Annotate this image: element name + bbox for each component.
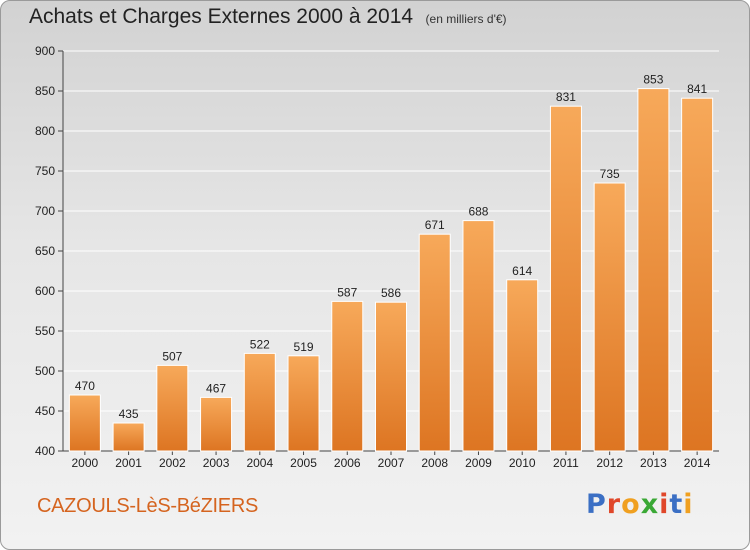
x-tick-label-2012: 2012: [596, 456, 623, 470]
data-label-2007: 586: [381, 286, 401, 300]
x-tick-label-2002: 2002: [159, 456, 186, 470]
data-label-2001: 435: [119, 407, 139, 421]
y-tick-label: 700: [35, 204, 55, 218]
y-tick-label: 650: [35, 244, 55, 258]
x-tick-label-2007: 2007: [378, 456, 405, 470]
bar-2002: [156, 364, 189, 452]
bar-2009: [462, 220, 495, 452]
x-tick-label-2000: 2000: [72, 456, 99, 470]
logo-letter: r: [606, 489, 622, 520]
location-name: CAZOULS-LèS-BéZIERS: [37, 495, 259, 517]
data-label-2005: 519: [294, 340, 314, 354]
data-label-2013: 853: [643, 73, 663, 87]
bar-2011: [549, 105, 582, 452]
logo-letter: o: [621, 489, 641, 520]
y-tick-label: 600: [35, 284, 55, 298]
bar-2008: [418, 233, 451, 452]
bar-2004: [243, 352, 276, 452]
chart-title: Achats et Charges Externes 2000 à 2014: [29, 5, 414, 28]
y-tick-label: 750: [35, 164, 55, 178]
bar-2007: [375, 301, 407, 452]
data-label-2006: 587: [337, 285, 357, 299]
data-label-2009: 688: [468, 205, 488, 219]
x-tick-label-2014: 2014: [684, 456, 711, 470]
logo-letter: t: [669, 489, 684, 520]
data-label-2002: 507: [162, 349, 182, 363]
y-tick-label: 900: [35, 44, 55, 58]
y-tick-label: 450: [35, 404, 55, 418]
bar-2003: [200, 396, 233, 452]
data-label-2000: 470: [75, 379, 95, 393]
x-tick-label-2010: 2010: [509, 456, 536, 470]
bar-2014: [681, 97, 714, 452]
x-tick-label-2005: 2005: [290, 456, 317, 470]
y-tick-label: 550: [35, 324, 55, 338]
y-tick-label: 500: [35, 364, 55, 378]
bar-2006: [331, 300, 364, 452]
labels: 400 450 500 550 600 650 700 750 800 850 900 470 2000…: [35, 44, 711, 470]
y-tick-label: 850: [35, 84, 55, 98]
logo-letter: P: [586, 489, 607, 520]
x-tick-label-2001: 2001: [115, 456, 142, 470]
chart-subtitle: (en milliers d'€): [425, 12, 507, 26]
bars: [68, 88, 714, 452]
data-label-2011: 831: [556, 90, 576, 104]
bar-2012: [593, 182, 626, 452]
bar-2013: [637, 88, 670, 452]
logo-letter: i: [683, 489, 694, 520]
bar-2010: [506, 279, 539, 452]
bar-2001: [112, 422, 145, 452]
x-tick-label-2009: 2009: [465, 456, 492, 470]
data-label-2008: 671: [425, 218, 445, 232]
y-tick-label: 800: [35, 124, 55, 138]
data-label-2003: 467: [206, 381, 226, 395]
x-tick-label-2006: 2006: [334, 456, 361, 470]
x-tick-label-2003: 2003: [203, 456, 230, 470]
x-tick-label-2008: 2008: [421, 456, 448, 470]
data-label-2010: 614: [512, 264, 532, 278]
bar-2000: [68, 394, 101, 452]
y-tick-label: 400: [35, 444, 55, 458]
proxiti-logo[interactable]: Proxiti: [586, 489, 694, 520]
x-tick-label-2004: 2004: [246, 456, 273, 470]
logo-letter: x: [640, 489, 660, 520]
title-row: Achats et Charges Externes 2000 à 2014 (…: [29, 5, 507, 29]
data-label-2004: 522: [250, 337, 270, 351]
bar-2005: [287, 355, 320, 452]
logo-letter: i: [659, 489, 670, 520]
x-tick-label-2013: 2013: [640, 456, 667, 470]
data-label-2014: 841: [687, 82, 707, 96]
x-tick-label-2011: 2011: [553, 456, 579, 470]
data-label-2012: 735: [600, 167, 620, 181]
